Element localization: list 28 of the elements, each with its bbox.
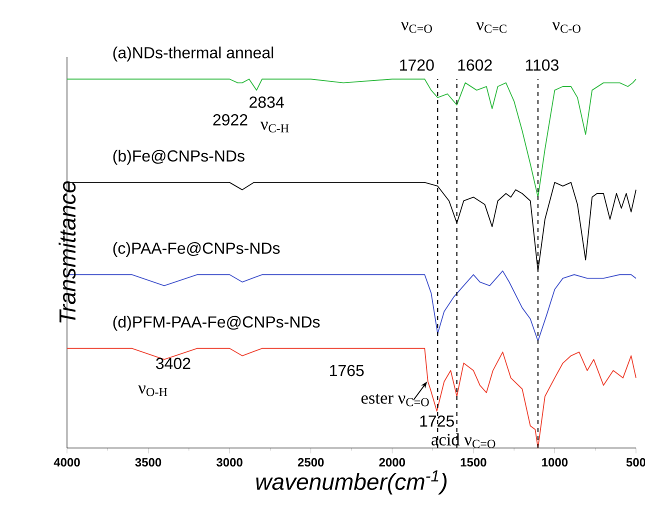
- annotation: 2922: [213, 114, 248, 126]
- x-tick-label: 3500: [135, 458, 162, 467]
- x-tick-label: 1000: [542, 458, 568, 467]
- series-label: (d)PFM-PAA-Fe@CNPs-NDs: [113, 316, 320, 331]
- annotation: 2834: [250, 96, 284, 108]
- x-tick-label: 1500: [460, 458, 486, 467]
- text: ν$_{C-O}$: [552, 22, 580, 33]
- series-label: (c)PAA-Fe@CNPs-NDs: [113, 242, 280, 257]
- y-axis-title: Transmittance: [58, 181, 76, 323]
- x-axis-title: wavenumber(cm$^{-1}$): [256, 470, 447, 495]
- ref-line-label: 1103: [526, 59, 558, 71]
- series-label: (b)Fe@CNPs-NDs: [113, 150, 244, 165]
- ref-line-label: 1720: [400, 59, 434, 71]
- annotation: acid ν$_{C=O}$: [432, 433, 496, 448]
- x-tick-label: 2000: [379, 458, 405, 467]
- annotation: ν$_{O-H}$: [138, 386, 168, 396]
- text: ν$_{C=O}$: [400, 22, 432, 33]
- annotation: 1765: [330, 364, 364, 376]
- series-label: (a)NDs-thermal anneal: [113, 46, 274, 62]
- annotation: ester ν$_{C=O}$: [361, 394, 429, 406]
- x-tick-label: 4000: [54, 458, 80, 467]
- annotation: 1725: [420, 415, 454, 427]
- annotation: ν$_{C-H}$: [260, 122, 289, 132]
- x-tick-label: 3000: [216, 458, 242, 467]
- ref-line-label: 1602: [458, 59, 492, 71]
- x-tick-label: 2500: [298, 458, 324, 467]
- text: ν$_{C=C}$: [476, 22, 506, 33]
- annotation: 3402: [156, 358, 190, 370]
